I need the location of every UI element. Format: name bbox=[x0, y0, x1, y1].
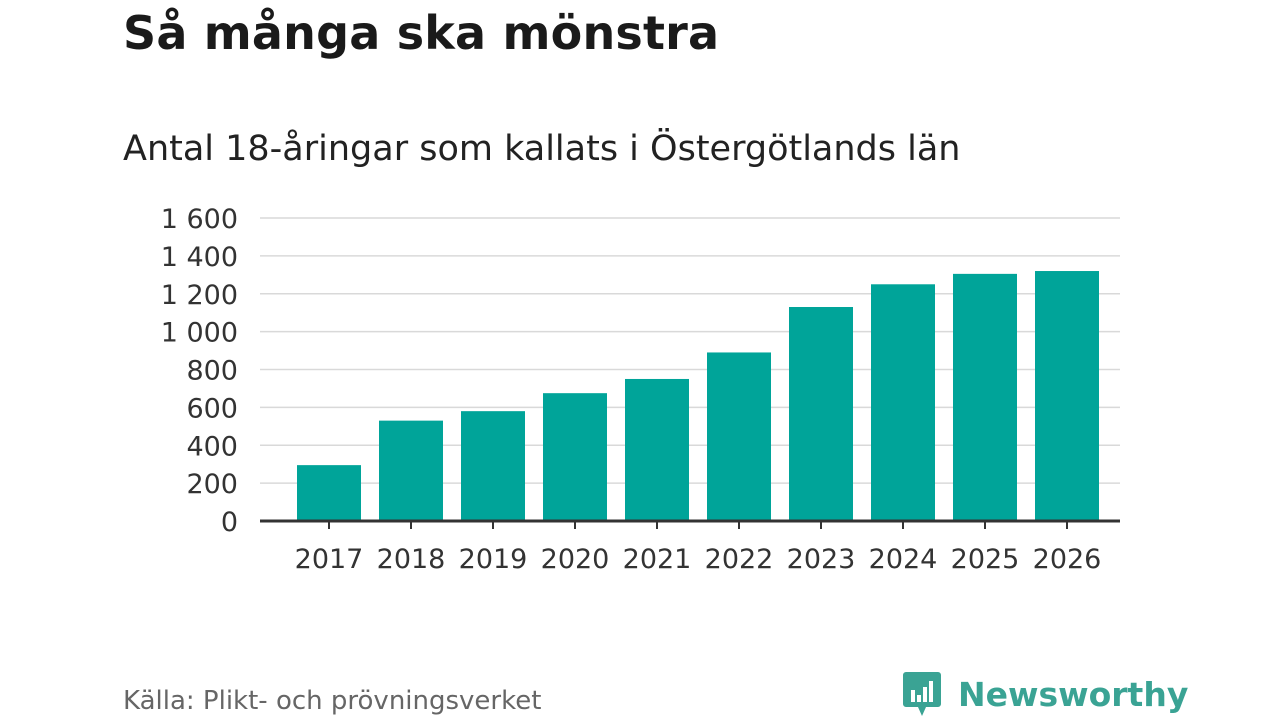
y-tick-label: 600 bbox=[186, 393, 238, 424]
bar-2024 bbox=[871, 284, 935, 521]
chart-subtitle: Antal 18-åringar som kallats i Östergötl… bbox=[123, 129, 961, 169]
y-tick-label: 1 000 bbox=[161, 318, 238, 349]
bar-2018 bbox=[379, 420, 443, 521]
y-tick-label: 400 bbox=[186, 431, 238, 462]
bar-2023 bbox=[789, 307, 853, 521]
source-note: Källa: Plikt- och prövningsverket bbox=[123, 686, 542, 716]
bar-2026 bbox=[1035, 271, 1099, 521]
x-tick-label: 2024 bbox=[869, 544, 938, 575]
y-tick-label: 0 bbox=[221, 507, 238, 538]
x-tick-label: 2026 bbox=[1033, 544, 1102, 575]
bar-2025 bbox=[953, 273, 1017, 521]
x-tick-label: 2025 bbox=[951, 544, 1020, 575]
x-tick-label: 2021 bbox=[623, 544, 692, 575]
newsworthy-logo-icon bbox=[903, 672, 941, 716]
chart-title: Så många ska mönstra bbox=[123, 6, 720, 60]
x-tick-label: 2020 bbox=[541, 544, 610, 575]
y-tick-label: 800 bbox=[186, 356, 238, 387]
bar-2021 bbox=[625, 378, 689, 521]
y-tick-label: 200 bbox=[186, 469, 238, 500]
y-tick-label: 1 200 bbox=[161, 280, 238, 311]
brand-logo: Newsworthy bbox=[902, 670, 1188, 718]
bar-2017 bbox=[297, 465, 361, 521]
bar-2019 bbox=[461, 411, 525, 521]
x-tick-label: 2018 bbox=[377, 544, 446, 575]
x-tick-label: 2017 bbox=[295, 544, 364, 575]
brand-name: Newsworthy bbox=[958, 674, 1189, 714]
y-tick-label: 1 400 bbox=[161, 242, 238, 273]
bar-2022 bbox=[707, 352, 771, 521]
y-tick-label: 1 600 bbox=[161, 204, 238, 235]
x-tick-label: 2022 bbox=[705, 544, 774, 575]
bar-2020 bbox=[543, 393, 607, 521]
x-tick-label: 2019 bbox=[459, 544, 528, 575]
x-tick-label: 2023 bbox=[787, 544, 856, 575]
